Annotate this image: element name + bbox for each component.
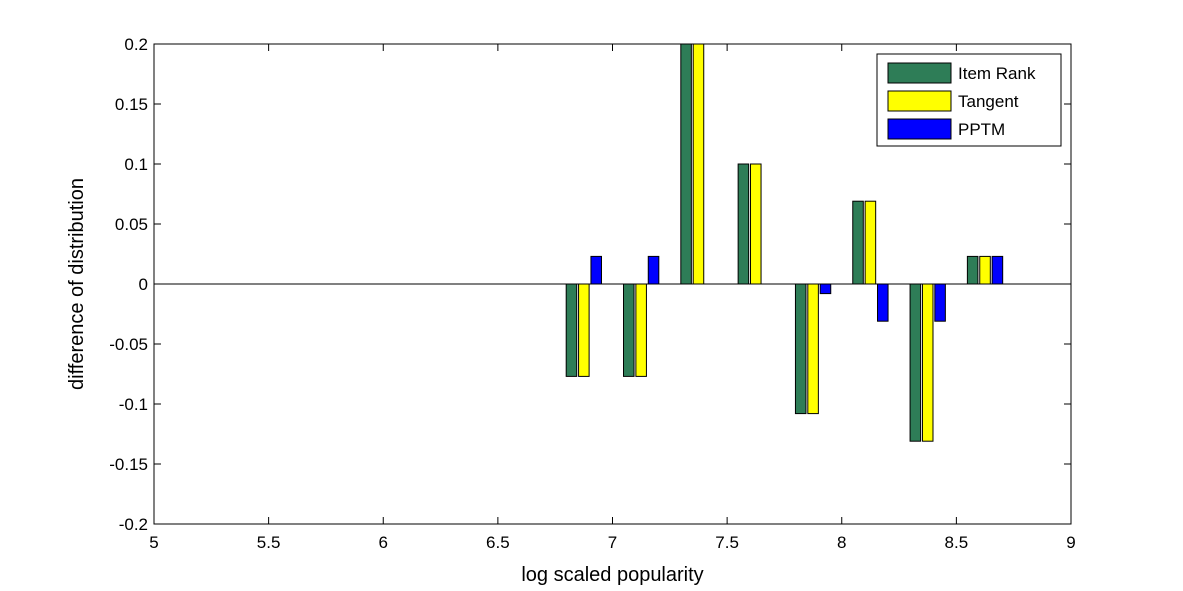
legend-swatch [887,62,952,84]
x-tick-label: 8.5 [945,533,969,552]
bar-item-rank [737,163,750,285]
y-tick-label: 0 [139,275,148,294]
x-tick-label: 8 [837,533,846,552]
y-tick-label: -0.1 [119,395,148,414]
y-tick-label: 0.15 [115,95,148,114]
bar-tangent [692,43,705,285]
bar-tangent [807,283,819,415]
bar-tangent [750,163,762,285]
bar-item-rank [623,283,635,377]
bar-pptm [647,255,660,285]
x-axis-label: log scaled popularity [521,564,703,586]
x-tick-label: 6 [379,533,388,552]
axis-ticks: 5 5.5 6 6.5 7 7.5 8 8.5 9 -0.2 -0.15 -0.1 -0.05 0 0.05… [109,35,1075,552]
bar-tangent [921,283,934,442]
legend-label: Item Rank [958,64,1036,83]
y-tick-label: -0.2 [119,515,148,534]
bar-item-rank [680,43,692,285]
bar-item-rank [852,200,864,285]
y-tick-label: 0.05 [115,215,148,234]
bar-pptm [877,283,889,322]
bar-tangent [635,283,647,377]
legend-label: PPTM [958,120,1005,139]
y-tick-label: -0.05 [109,335,148,354]
bar-item-rank [565,283,578,377]
y-tick-label: 0.2 [124,35,148,54]
bar-tangent [864,200,877,285]
bars [565,43,1004,442]
legend-label: Tangent [958,92,1019,111]
x-tick-label: 5 [149,533,158,552]
legend: Item Rank Tangent PPTM [876,53,1062,147]
y-axis-label: difference of distribution [66,178,88,390]
bar-pptm [934,283,946,322]
bar-item-rank [909,283,922,442]
x-tick-label: 9 [1066,533,1075,552]
x-tick-label: 5.5 [257,533,281,552]
x-tick-label: 7.5 [715,533,739,552]
x-tick-label: 6.5 [486,533,510,552]
y-tick-label: 0.1 [124,155,148,174]
bar-tangent [979,255,991,285]
bar-item-rank [966,255,979,285]
bar-item-rank [794,283,807,415]
legend-swatch [887,90,952,112]
axes-box [153,43,1072,525]
bar-tangent [578,283,590,377]
x-tick-label: 7 [608,533,617,552]
bar-pptm [819,283,832,295]
legend-swatch [887,118,952,140]
y-tick-label: -0.15 [109,455,148,474]
bar-pptm [590,255,602,285]
bar-pptm [991,255,1004,285]
